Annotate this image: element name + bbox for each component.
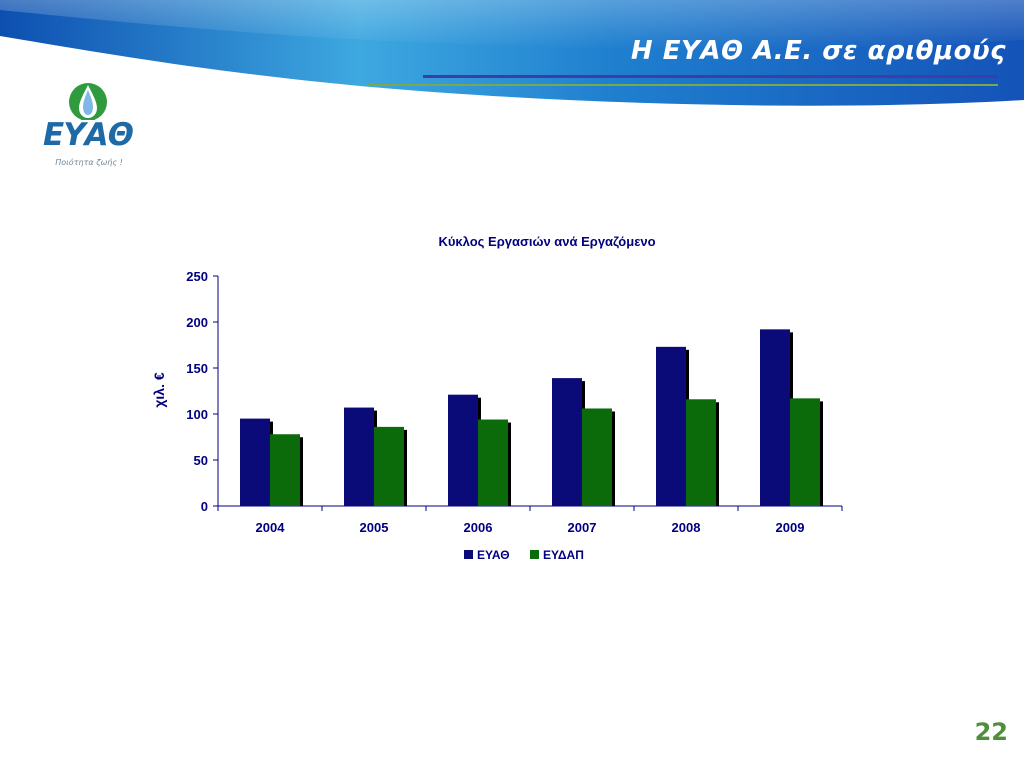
y-tick-label: 150 xyxy=(186,361,208,376)
x-tick-label: 2007 xyxy=(568,520,597,535)
bar-eyath-2007 xyxy=(552,378,582,506)
y-tick-label: 200 xyxy=(186,315,208,330)
bar-eydap-2007 xyxy=(582,408,612,506)
legend-swatch-eydap xyxy=(530,550,539,559)
y-tick-label: 100 xyxy=(186,407,208,422)
bar-eyath-2008 xyxy=(656,346,686,506)
header-banner xyxy=(0,0,1024,106)
y-tick-label: 250 xyxy=(186,269,208,284)
turnover-per-employee-chart: Κύκλος Εργασιών ανά Εργαζόμενο χιλ. € 0 5… xyxy=(151,234,843,562)
x-tick-label: 2009 xyxy=(776,520,805,535)
bar-eydap-2005 xyxy=(374,426,404,506)
chart-legend: ΕΥΑΘ ΕΥΔΑΠ xyxy=(464,548,584,562)
title-underline-green xyxy=(367,84,998,86)
x-tick-label: 2005 xyxy=(360,520,389,535)
bar-eydap-2008 xyxy=(686,399,716,506)
bar-eyath-2005 xyxy=(344,407,374,506)
bar-eydap-2006 xyxy=(478,419,508,506)
y-tick-label: 0 xyxy=(201,499,208,514)
logo-wordmark: ΕΥΑΘ xyxy=(43,117,134,153)
page-number: 22 xyxy=(974,718,1008,746)
bar-eyath-2004 xyxy=(240,418,270,506)
slide-title: Η ΕΥΑΘ Α.Ε. σε αριθμούς xyxy=(630,36,1006,66)
chart-title: Κύκλος Εργασιών ανά Εργαζόμενο xyxy=(438,234,655,249)
x-tick-label: 2004 xyxy=(256,520,286,535)
title-underline-blue xyxy=(423,75,998,78)
bar-eydap-2009 xyxy=(790,398,820,506)
logo-slogan: Ποιότητα ζωής ! xyxy=(55,158,123,167)
bar-eyath-2006 xyxy=(448,394,478,506)
bar-eydap-2004 xyxy=(270,434,300,506)
plot-area: 0 50 100 150 200 250 2004 2005 2006 2007 2008 2009 xyxy=(186,269,843,535)
y-tick-label: 50 xyxy=(194,453,208,468)
legend-swatch-eyath xyxy=(464,550,473,559)
legend-label-eyath: ΕΥΑΘ xyxy=(477,548,510,562)
water-drop-icon xyxy=(69,83,107,120)
x-tick-label: 2008 xyxy=(672,520,701,535)
legend-label-eydap: ΕΥΔΑΠ xyxy=(543,548,584,562)
y-axis-label: χιλ. € xyxy=(151,372,167,408)
company-logo: ΕΥΑΘ Ποιότητα ζωής ! xyxy=(38,80,138,175)
x-tick-label: 2006 xyxy=(464,520,493,535)
bar-eyath-2009 xyxy=(760,329,790,506)
